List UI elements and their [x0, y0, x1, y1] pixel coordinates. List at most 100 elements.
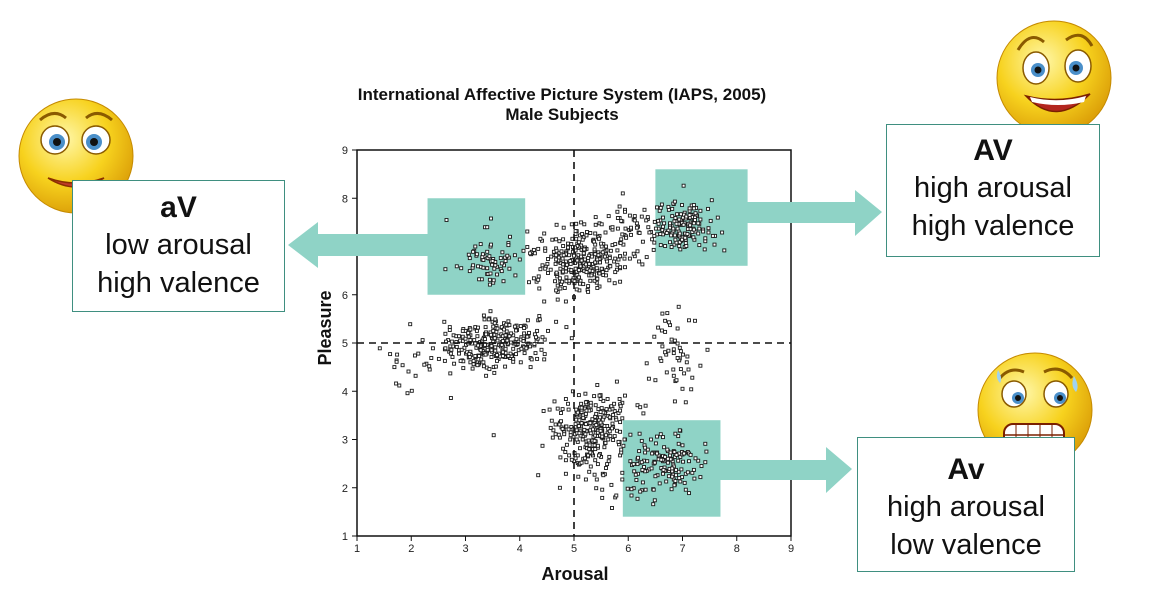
scatter-point	[606, 214, 611, 219]
scatter-point	[561, 237, 566, 242]
scatter-point	[663, 244, 668, 248]
scatter-point	[672, 338, 677, 343]
scatter-point	[471, 249, 476, 254]
scatter-point	[495, 358, 499, 363]
scatter-point	[612, 401, 617, 406]
scatter-point	[514, 337, 519, 342]
scatter-point	[576, 268, 581, 273]
scatter-point	[582, 257, 587, 262]
scatter-point	[505, 253, 510, 258]
scatter-point	[582, 456, 587, 461]
scatter-point	[546, 257, 550, 261]
scatter-point	[578, 281, 582, 286]
scatter-point	[460, 334, 465, 339]
scatter-point	[557, 485, 562, 490]
scatter-point	[583, 422, 588, 427]
scatter-point	[677, 240, 682, 245]
scatter-point	[537, 286, 542, 291]
scatter-point	[609, 404, 614, 409]
scatter-point	[576, 240, 581, 245]
scatter-point	[564, 325, 569, 330]
scatter-point	[502, 327, 506, 332]
scatter-point	[635, 462, 640, 467]
scatter-point	[703, 236, 708, 241]
scatter-point	[550, 435, 555, 440]
x-tick-label: 6	[625, 543, 631, 555]
scatter-point	[500, 250, 505, 255]
scatter-point	[697, 243, 702, 248]
scatter-point	[688, 452, 693, 457]
scatter-point	[620, 477, 625, 482]
scatter-point	[638, 489, 643, 494]
scatter-point	[629, 487, 634, 492]
scatter-point	[643, 445, 648, 450]
scatter-point	[579, 421, 584, 426]
scatter-point	[586, 256, 591, 261]
scatter-point	[413, 353, 417, 358]
scatter-point	[473, 354, 478, 358]
scatter-point	[663, 329, 668, 334]
scatter-point	[491, 324, 496, 329]
scatter-point	[485, 249, 490, 254]
scatter-point	[537, 317, 542, 322]
scatter-point	[558, 455, 563, 460]
scatter-point	[539, 347, 544, 352]
scatter-point	[653, 378, 658, 383]
scatter-point	[506, 243, 511, 248]
scatter-point	[693, 218, 697, 222]
scatter-point	[637, 431, 642, 436]
scatter-point	[608, 434, 613, 439]
scatter-point	[554, 253, 559, 258]
scatter-point	[477, 354, 482, 358]
scatter-point	[600, 250, 605, 255]
scatter-point	[668, 240, 672, 245]
scatter-point	[669, 233, 674, 238]
scatter-point	[614, 417, 619, 422]
scatter-point	[473, 341, 478, 346]
scatter-point	[602, 445, 607, 450]
scatter-point	[698, 208, 703, 213]
scatter-point	[517, 257, 522, 262]
scatter-point	[473, 244, 478, 249]
scatter-point	[659, 328, 664, 333]
arrow-to-AV	[744, 190, 882, 236]
scatter-point	[491, 278, 496, 283]
scatter-point	[652, 240, 657, 245]
scatter-point	[618, 404, 623, 409]
scatter-point	[623, 209, 627, 214]
scatter-point	[615, 248, 620, 253]
scatter-point	[416, 351, 421, 356]
scatter-point	[687, 206, 692, 211]
scatter-point	[574, 221, 579, 226]
scatter-point	[583, 262, 588, 267]
x-tick-label: 1	[354, 543, 360, 555]
scatter-point	[553, 422, 558, 427]
scatter-point	[413, 373, 418, 378]
scatter-point	[600, 270, 605, 275]
scatter-point	[587, 268, 592, 273]
scatter-point	[519, 346, 524, 351]
arrow-to-Av	[712, 447, 852, 493]
scatter-point	[669, 487, 674, 492]
scatter-point	[616, 439, 621, 444]
scatter-point	[615, 226, 620, 231]
scatter-point	[481, 265, 486, 270]
scatter-point	[620, 191, 625, 196]
scatter-point	[691, 235, 696, 240]
scatter-point	[680, 237, 684, 242]
scatter-point	[594, 423, 599, 427]
scatter-point	[611, 438, 616, 442]
scatter-point	[618, 254, 623, 259]
scatter-point	[477, 277, 482, 282]
scatter-point	[575, 258, 580, 263]
scatter-point	[489, 332, 493, 337]
scatter-point	[598, 415, 602, 420]
scatter-point	[720, 230, 725, 235]
scatter-point	[531, 276, 536, 281]
scatter-point	[670, 206, 675, 211]
scatter-point	[592, 278, 597, 283]
scatter-point	[682, 480, 687, 485]
scatter-point	[616, 257, 621, 262]
scatter-point	[674, 467, 678, 472]
scatter-point	[589, 273, 594, 278]
